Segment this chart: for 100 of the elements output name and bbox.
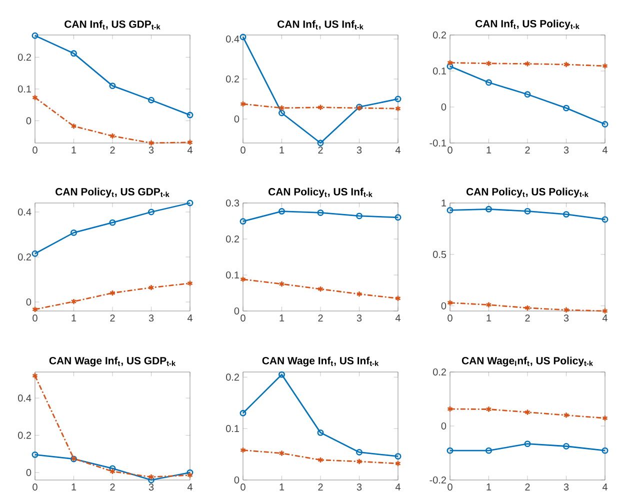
- y-tick-label: 0.4: [226, 35, 240, 43]
- y-tick-label: 0: [441, 302, 446, 310]
- point: [395, 460, 401, 467]
- point: [148, 140, 154, 146]
- point: [240, 276, 246, 283]
- point: [187, 472, 193, 478]
- x-tick-label: 4: [602, 484, 608, 490]
- point: [240, 446, 246, 454]
- x-tick-label: 4: [187, 314, 192, 322]
- point: [486, 406, 492, 412]
- point: [602, 308, 608, 314]
- point: [317, 429, 324, 436]
- point: [109, 465, 116, 472]
- x-tick-label: 1: [72, 146, 76, 154]
- x-tick-label: 2: [318, 484, 323, 490]
- point: [240, 100, 246, 108]
- point: [356, 212, 362, 220]
- x-tick-label: 4: [602, 146, 608, 154]
- x-tick-label: 4: [395, 484, 400, 490]
- point: [356, 458, 362, 465]
- x-tick-label: 3: [564, 484, 569, 491]
- x-tick-label: 4: [395, 314, 400, 322]
- x-tick-label: 2: [525, 314, 530, 322]
- chart-title: CAN Inf$_{t}$, US GDP$_{t-k}$: [64, 20, 160, 30]
- y-tick-label: -0.1: [430, 139, 446, 147]
- x-tick-label: 3: [148, 314, 154, 322]
- y-tick-label: 0: [441, 103, 446, 111]
- x-tick-label: 1: [280, 314, 284, 322]
- chart-title: CAN Wage Inf$_{t}$, US GDP$_{t-k}$: [49, 356, 176, 366]
- point: [563, 104, 570, 112]
- point: [563, 412, 570, 418]
- point: [356, 448, 362, 456]
- chart-title: CAN Inf$_{t}$, US Policy$_{t-k}$: [476, 20, 580, 30]
- point: [524, 208, 531, 214]
- point: [602, 414, 608, 422]
- y-tick-label: 1: [442, 200, 446, 206]
- y-tick-label: 0.2: [18, 54, 31, 61]
- x-tick-label: 2: [110, 146, 115, 154]
- x-tick-label: 2: [110, 314, 115, 322]
- x-tick-label: 4: [395, 146, 400, 154]
- point: [109, 82, 116, 90]
- point: [148, 208, 154, 216]
- x-tick-label: 1: [280, 484, 284, 490]
- point: [187, 139, 193, 146]
- point: [278, 208, 285, 215]
- point: [524, 60, 530, 68]
- x-tick-label: 0: [448, 314, 452, 322]
- chart-title: CAN Policy$_{t}$, US Policy$_{t-k}$: [466, 188, 588, 198]
- point: [563, 211, 570, 218]
- point: [278, 450, 285, 456]
- y-tick-label: 0.2: [433, 31, 446, 39]
- point: [486, 302, 492, 308]
- point: [447, 59, 453, 66]
- x-tick-label: 0: [240, 484, 246, 491]
- point: [395, 105, 401, 112]
- point: [486, 447, 492, 454]
- x-tick-label: 3: [564, 146, 569, 154]
- point: [447, 300, 453, 306]
- point: [563, 306, 570, 314]
- point: [278, 104, 285, 112]
- y-tick-label: 0.4: [18, 208, 32, 216]
- y-tick-label: 0: [234, 476, 240, 484]
- chart-title: CAN Wage$_{I}$nf$_{t}$, US Policy$_{t-k}$: [462, 356, 593, 366]
- x-tick-label: 4: [602, 314, 608, 322]
- x-tick-label: 2: [525, 484, 530, 490]
- point: [32, 372, 38, 379]
- y-tick-label: 0.2: [18, 253, 31, 261]
- point: [486, 60, 492, 67]
- y-tick-label: 0.2: [433, 368, 446, 376]
- point: [486, 79, 492, 86]
- x-tick-label: 4: [187, 146, 192, 154]
- x-tick-label: 3: [356, 146, 362, 154]
- y-tick-label: -0.2: [430, 476, 446, 484]
- point: [486, 206, 492, 212]
- point: [356, 290, 362, 298]
- point: [563, 443, 570, 450]
- point: [187, 280, 193, 287]
- point: [70, 122, 77, 130]
- x-tick-label: 3: [356, 484, 362, 491]
- chart-title: CAN Wage Inf$_{t}$, US Inf$_{t-k}$: [262, 356, 379, 366]
- x-tick-label: 0: [240, 314, 246, 322]
- point: [524, 304, 530, 312]
- point: [109, 219, 116, 226]
- chart-title: CAN Policy$_{t}$, US Inf$_{t-k}$: [268, 188, 372, 198]
- y-tick-label: 0.2: [18, 432, 31, 439]
- point: [524, 91, 531, 98]
- point: [110, 290, 116, 296]
- x-tick-label: 2: [318, 146, 323, 154]
- point: [395, 295, 401, 302]
- x-tick-label: 1: [486, 146, 492, 154]
- x-tick-label: 3: [356, 314, 362, 322]
- x-tick-label: 0: [240, 146, 246, 154]
- point: [318, 456, 324, 464]
- y-tick-label: 0: [441, 422, 446, 430]
- point: [318, 104, 324, 111]
- x-tick-label: 0: [32, 314, 38, 322]
- point: [278, 280, 285, 288]
- point: [110, 468, 116, 475]
- chart-title: CAN Inf$_{t}$, US Inf$_{t-k}$: [278, 20, 364, 30]
- point: [148, 474, 154, 480]
